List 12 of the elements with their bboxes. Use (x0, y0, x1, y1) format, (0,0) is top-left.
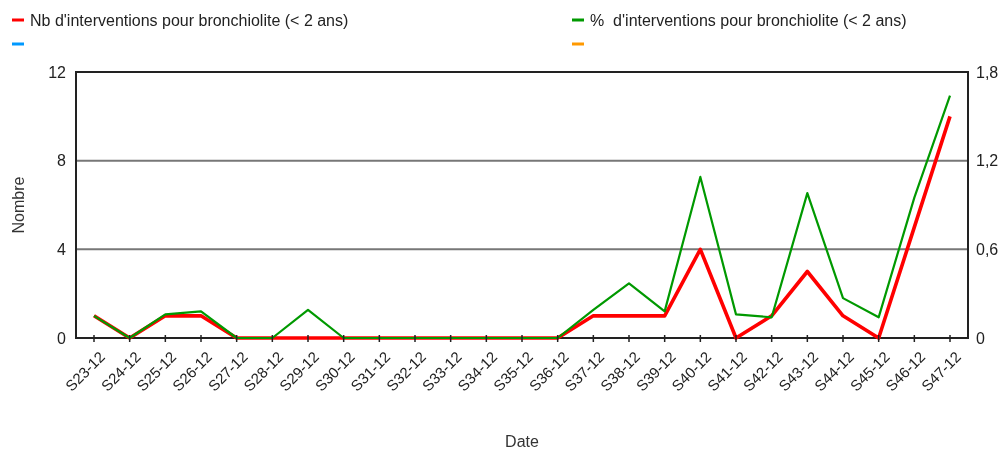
y2-tick-label: 1,2 (976, 152, 999, 170)
legend-label: % d'interventions pour bronchiolite (< 2 ans) (590, 11, 907, 29)
y2-tick-label: 0 (976, 329, 985, 347)
y2-tick-label: 0,6 (976, 240, 999, 258)
y-tick-label: 0 (57, 329, 67, 347)
y2-tick-label: 1,8 (976, 63, 999, 81)
legend-label: Nb d'interventions pour bronchiolite (< 2 ans) (30, 11, 349, 29)
x-axis-title: Date (505, 433, 539, 450)
y-tick-label: 12 (48, 63, 67, 81)
y-tick-label: 8 (57, 152, 67, 170)
y-tick-label: 4 (57, 240, 67, 258)
y-axis-title: Nombre (10, 176, 27, 234)
